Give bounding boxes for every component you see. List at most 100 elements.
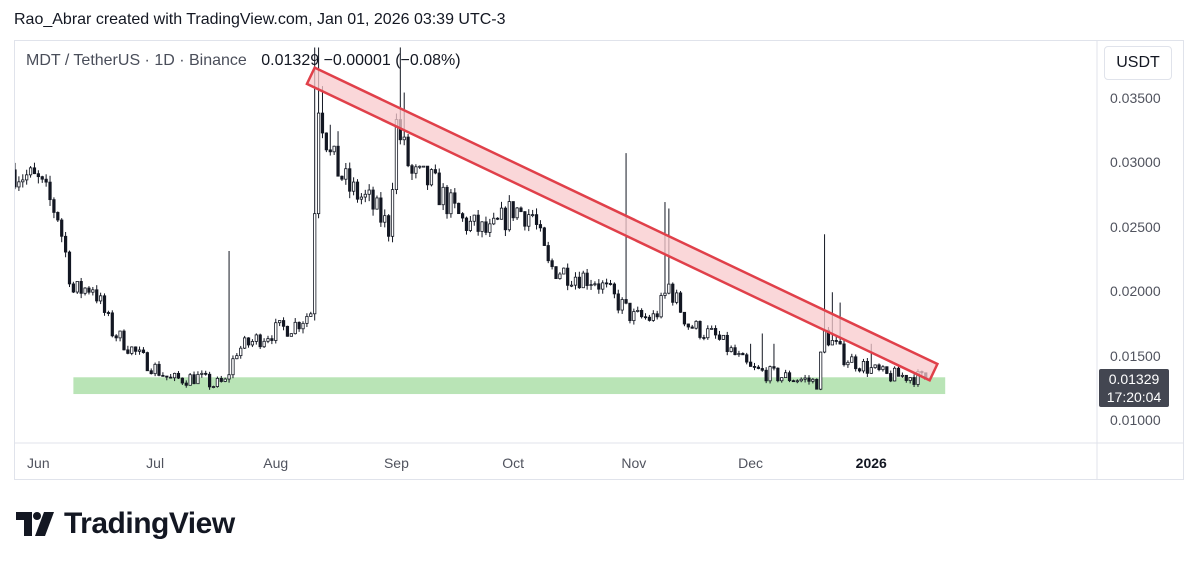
candle [577, 271, 581, 289]
candle [717, 330, 722, 341]
candle [200, 370, 204, 378]
candle [60, 218, 64, 243]
candle [313, 47, 317, 321]
candle [274, 318, 278, 344]
candle [188, 372, 192, 386]
candle [204, 370, 208, 376]
time-tick-label: 2026 [855, 455, 887, 471]
candle [387, 214, 391, 242]
candle [542, 226, 546, 246]
support-zone[interactable] [73, 377, 946, 395]
chart-frame [14, 40, 1184, 480]
time-tick-label: Nov [621, 455, 647, 471]
candle [819, 351, 823, 391]
candle [40, 175, 44, 183]
candle [515, 207, 519, 220]
candle [375, 195, 379, 210]
candle [44, 174, 48, 187]
candle [83, 287, 87, 296]
candle [787, 370, 792, 383]
candle [468, 215, 472, 233]
candle [336, 131, 340, 177]
candle [846, 360, 850, 368]
candle [523, 211, 527, 231]
candle [908, 377, 912, 384]
candle [795, 379, 799, 384]
candle [145, 351, 149, 372]
candle [180, 377, 184, 385]
candle [141, 347, 146, 354]
candle [161, 372, 165, 377]
symbol-name[interactable]: MDT / TetherUS · 1D · Binance [26, 52, 247, 69]
candle [32, 162, 37, 175]
candle [768, 365, 772, 384]
candle [278, 320, 282, 327]
chart-grid [15, 41, 1183, 479]
candle [56, 211, 60, 222]
currency-button[interactable]: USDT [1104, 46, 1172, 80]
candle [52, 197, 56, 219]
candle [207, 371, 212, 390]
candle [620, 297, 624, 314]
candle [63, 231, 68, 258]
candle [48, 175, 52, 206]
candle [601, 280, 605, 294]
candle [597, 279, 601, 294]
candle [320, 86, 325, 139]
candle [881, 365, 885, 372]
candle [79, 277, 83, 299]
candle [102, 293, 107, 316]
candle [675, 289, 679, 305]
last-price-label: 0.01329 17:20:04 [1099, 369, 1169, 407]
candle [418, 165, 422, 170]
chart-credit: Rao_Abrar created with TradingView.com, … [14, 11, 506, 28]
candle [130, 346, 134, 356]
candle [332, 145, 336, 155]
candle [492, 212, 496, 226]
candle [780, 377, 784, 383]
descending-channel[interactable] [305, 65, 940, 382]
price-tick-label: 0.03000 [1110, 154, 1161, 171]
price-chart[interactable] [15, 41, 1183, 479]
candle [348, 162, 352, 199]
candle [632, 308, 636, 325]
candle [799, 377, 803, 383]
candle [865, 358, 869, 377]
candle [445, 185, 449, 219]
candle [628, 302, 632, 324]
candle [822, 234, 827, 354]
last-price-value: 0.01329 [1108, 371, 1160, 387]
candle [17, 176, 21, 191]
candle [231, 355, 235, 379]
candle [608, 279, 613, 286]
candle [690, 324, 694, 329]
candle [157, 361, 161, 377]
candle [211, 385, 216, 389]
tradingview-logo[interactable]: TradingView [16, 507, 235, 541]
candle [437, 168, 441, 206]
candle [433, 164, 437, 175]
time-tick-label: Dec [738, 455, 764, 471]
candle [496, 217, 500, 221]
candle [889, 370, 893, 383]
candle [710, 325, 714, 330]
candle [546, 241, 550, 264]
candle [480, 221, 484, 238]
candle [406, 134, 410, 168]
candle [842, 340, 846, 367]
price-tick-label: 0.02000 [1110, 283, 1161, 300]
candle [254, 333, 258, 345]
candle [15, 162, 17, 190]
price-tick-label: 0.03500 [1110, 89, 1161, 106]
candle [28, 166, 33, 178]
candle [912, 374, 916, 387]
candle [643, 313, 648, 320]
candle [604, 278, 609, 288]
candle [791, 379, 796, 383]
candle [379, 192, 383, 227]
candle [499, 201, 504, 220]
candle [573, 272, 578, 290]
candle [285, 325, 290, 337]
candle [153, 362, 157, 377]
candle [75, 281, 79, 294]
